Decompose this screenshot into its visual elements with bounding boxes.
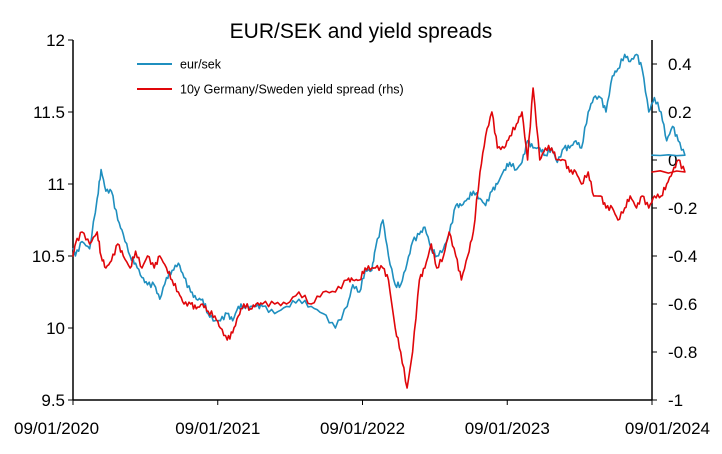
legend-eur-sek-label: eur/sek: [180, 58, 222, 72]
right-tick-label: -0.6: [668, 295, 697, 314]
yield-spread-line: [72, 87, 686, 389]
x-tick-label: 09/01/2024: [625, 419, 710, 438]
right-tick-label: 0.2: [668, 103, 692, 122]
legend: eur/sek 10y Germany/Sweden yield spread (…: [137, 58, 404, 97]
right-y-ticks: -1 -0.8 -0.6 -0.4 -0.2 0 0.2 0.4: [652, 55, 697, 410]
series-layer: [72, 53, 686, 389]
left-tick-label: 10: [46, 319, 65, 338]
x-tick-label: 09/01/2023: [465, 419, 550, 438]
left-tick-label: 12: [46, 31, 65, 50]
left-tick-label: 9.5: [41, 391, 65, 410]
x-tick-label: 09/01/2020: [14, 419, 99, 438]
legend-yield-spread-label: 10y Germany/Sweden yield spread (rhs): [180, 83, 404, 97]
right-tick-label: -0.8: [668, 343, 697, 362]
chart-title: EUR/SEK and yield spreads: [230, 20, 493, 43]
right-tick-label: -0.4: [668, 247, 697, 266]
eur-sek-line: [72, 53, 686, 329]
x-tick-label: 09/01/2022: [320, 419, 405, 438]
left-tick-label: 11.5: [33, 103, 65, 122]
right-tick-label: -1: [668, 391, 683, 410]
right-tick-label: 0.4: [668, 55, 692, 74]
left-y-ticks: 9.5 10 10.5 11 11.5 12: [32, 31, 73, 410]
x-ticks: 09/01/2020 09/01/2021 09/01/2022 09/01/2023…: [14, 400, 710, 438]
left-tick-label: 11: [47, 175, 65, 194]
x-tick-label: 09/01/2021: [175, 419, 260, 438]
left-tick-label: 10.5: [32, 247, 65, 266]
right-tick-label: -0.2: [668, 199, 697, 218]
right-tick-label: 0: [668, 151, 677, 170]
